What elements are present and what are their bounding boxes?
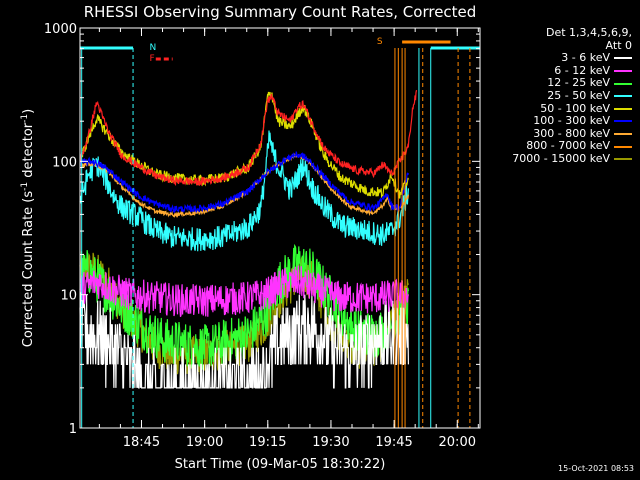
night-flag-label: N	[149, 43, 156, 53]
legend-swatch	[614, 107, 632, 110]
legend-swatch	[614, 145, 632, 148]
legend-label: 12 - 25 keV	[547, 76, 610, 90]
legend-swatch	[614, 70, 632, 73]
y-axis-label-sup1: -1	[20, 182, 30, 191]
legend-entry-5: 100 - 300 keV	[486, 115, 632, 128]
legend-header-line1: Det 1,3,4,5,6,9,	[545, 26, 632, 39]
series-line-5	[79, 151, 409, 214]
x-axis-label: Start Time (09-Mar-05 18:30:22)	[175, 457, 386, 472]
chart-title: RHESSI Observing Summary Count Rates, Co…	[84, 3, 477, 21]
legend-swatch	[614, 158, 632, 161]
series-line-0	[79, 289, 409, 389]
legend: Det 1,3,4,5,6,9, Att 0 3 - 6 keV 6 - 12 k…	[486, 26, 632, 166]
y-axis-label: Corrected Count Rate (s-1 detector-1)	[20, 109, 36, 347]
legend-label: 25 - 50 keV	[547, 88, 610, 102]
series-line-4	[79, 91, 409, 199]
legend-swatch	[614, 133, 632, 136]
legend-header-line2: Att 0	[605, 38, 632, 52]
legend-entry-3: 25 - 50 keV	[486, 88, 632, 103]
legend-swatch	[614, 57, 632, 60]
y-axis: 1 10 100 1000	[44, 22, 480, 437]
timestamp: 15-Oct-2021 08:53	[558, 464, 634, 473]
legend-swatch	[614, 120, 632, 123]
y-tick-label: 1	[69, 422, 77, 437]
legend-label: 300 - 800 keV	[533, 126, 610, 140]
legend-entry-4: 50 - 100 keV	[486, 101, 632, 116]
legend-label: 7000 - 15000 keV	[512, 151, 610, 165]
legend-entry-0: 3 - 6 keV	[486, 52, 632, 65]
legend-entry-1: 6 - 12 keV	[486, 63, 632, 78]
y-axis-label-part3: )	[21, 109, 36, 114]
legend-entry-7: 800 - 7000 keV	[486, 140, 632, 153]
x-tick-label: 19:30	[312, 435, 349, 450]
legend-label: 50 - 100 keV	[540, 101, 610, 115]
legend-entry-2: 12 - 25 keV	[486, 77, 632, 90]
legend-label: 3 - 6 keV	[561, 51, 610, 65]
series-line-3	[79, 130, 409, 252]
y-tick-label: 1000	[44, 22, 77, 37]
y-tick-label: 10	[60, 289, 77, 304]
series-line-1	[79, 265, 409, 317]
x-axis: 18:45 19:00 19:15 19:30 19:45 20:00	[98, 28, 479, 450]
x-tick-label: 19:00	[186, 435, 223, 450]
x-tick-label: 20:00	[439, 435, 476, 450]
flag-markers: NF S	[80, 37, 481, 428]
legend-swatch	[614, 82, 632, 85]
x-tick-label: 19:45	[375, 435, 412, 450]
attenuator-trace	[79, 89, 418, 187]
x-tick-label: 18:45	[123, 435, 160, 450]
saa-flag-label: S	[377, 37, 383, 47]
legend-label: 100 - 300 keV	[533, 114, 610, 128]
plot-frame	[79, 27, 481, 429]
flare-flag-label: F	[149, 54, 154, 64]
legend-entry-6: 300 - 800 keV	[486, 126, 632, 141]
legend-swatch	[614, 95, 632, 98]
series-traces	[79, 89, 418, 389]
y-axis-label-part1: Corrected Count Rate (s	[21, 191, 36, 348]
y-tick-label: 100	[52, 155, 77, 170]
x-tick-label: 19:15	[249, 435, 286, 450]
legend-label: 6 - 12 keV	[554, 63, 610, 77]
legend-entry-8: 7000 - 15000 keV	[486, 151, 632, 166]
y-axis-label-sup2: -1	[20, 114, 30, 123]
y-axis-label-part2: detector	[21, 122, 36, 182]
legend-label: 800 - 7000 keV	[526, 139, 610, 153]
